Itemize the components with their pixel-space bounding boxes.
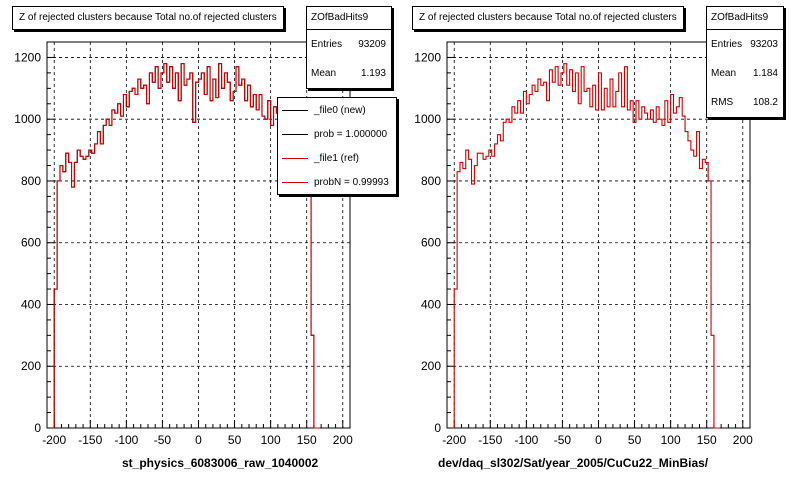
left-histogram-panel: -200 -150 -100 -50 0 50 100 150 200 0 200 400 600 800…: [12, 6, 397, 470]
legend-label: prob = 1.000000: [314, 128, 388, 140]
x-tick-label: 100: [261, 433, 281, 447]
x-tick-label: -50: [154, 433, 172, 447]
x-tick-label: 200: [733, 433, 753, 447]
y-tick-label: 800: [421, 174, 441, 188]
stats-mean-label: Mean: [711, 68, 737, 79]
x-tick-label: -100: [514, 433, 538, 447]
legend-line-red: [282, 157, 308, 159]
y-tick-label: 800: [21, 174, 41, 188]
stats-rms-label: RMS: [711, 97, 734, 108]
left-histogram-plot: -200 -150 -100 -50 0 50 100 150 200 0 200 400 600 800…: [14, 41, 353, 447]
histogram-series-1: [53, 63, 320, 429]
stats-mean-value: 1.193: [360, 68, 386, 79]
stats-rms-row: RMS 108.2: [707, 88, 783, 117]
stats-entries-value: 93209: [358, 39, 386, 50]
legend-entry-probn: probN = 0.99993: [278, 170, 396, 194]
stats-rms-value: 108.2: [752, 97, 778, 108]
y-tick-label: 200: [21, 359, 41, 373]
legend-label: _file0 (new): [314, 104, 366, 116]
legend-entry-prob: prob = 1.000000: [278, 122, 396, 146]
stats-entries-label: Entries: [311, 39, 343, 50]
stats-mean-label: Mean: [311, 68, 337, 79]
legend-label: _file1 (ref): [314, 152, 360, 164]
y-tick-label: 600: [421, 236, 441, 250]
legend-entry-file1: _file1 (ref): [278, 146, 396, 170]
legend-box: _file0 (new) prob = 1.000000 _file1 (ref…: [277, 97, 397, 195]
x-tick-label: 0: [595, 433, 602, 447]
x-tick-label: 50: [628, 433, 642, 447]
histogram-title: Z of rejected clusters because Total no.…: [412, 6, 684, 30]
histogram-series-0: [453, 63, 720, 429]
stats-entries-row: Entries 93203: [707, 30, 783, 59]
right-histogram-plot: -200 -150 -100 -50 0 50 100 150 200 0 200 400 600 800…: [414, 41, 753, 447]
y-tick-label: 1000: [414, 112, 441, 126]
legend-entry-file0: _file0 (new): [278, 98, 396, 122]
y-tick-label: 0: [34, 421, 41, 435]
y-tick-label: 400: [421, 297, 441, 311]
y-tick-label: 0: [434, 421, 441, 435]
y-tick-label: 1000: [14, 112, 41, 126]
stats-mean-row: Mean 1.184: [707, 59, 783, 88]
stats-entries-row: Entries 93209: [307, 30, 391, 59]
x-tick-label: 200: [333, 433, 353, 447]
y-tick-label: 1200: [14, 50, 41, 64]
y-tick-label: 1200: [414, 50, 441, 64]
legend-label: probN = 0.99993: [314, 176, 389, 188]
legend-line-black: [282, 133, 308, 135]
x-tick-label: 150: [697, 433, 717, 447]
stats-box: ZOfBadHits9 Entries 93203 Mean 1.184 RMS…: [706, 6, 784, 118]
x-tick-label: -200: [42, 433, 66, 447]
x-tick-label: 100: [661, 433, 681, 447]
right-histogram-panel: -200 -150 -100 -50 0 50 100 150 200 0 200 400 600 800…: [400, 0, 800, 480]
x-tick-label: 150: [297, 433, 317, 447]
stats-histogram-name: ZOfBadHits9: [707, 7, 783, 30]
stats-box: ZOfBadHits9 Entries 93209 Mean 1.193: [306, 6, 392, 89]
x-tick-label: -100: [114, 433, 138, 447]
stats-histogram-name: ZOfBadHits9: [307, 7, 391, 30]
x-tick-label: -50: [554, 433, 572, 447]
legend-line-red: [282, 181, 308, 183]
x-axis-label: dev/daq_sl302/Sat/year_2005/CuCu22_MinBi…: [438, 456, 709, 470]
x-tick-label: -150: [78, 433, 102, 447]
stats-mean-row: Mean 1.193: [307, 59, 391, 88]
histogram-title: Z of rejected clusters because Total no.…: [12, 6, 284, 30]
x-axis-label: st_physics_6083006_raw_1040002: [122, 456, 319, 470]
stats-entries-value: 93203: [750, 39, 778, 50]
y-tick-label: 200: [421, 359, 441, 373]
legend-line-black: [282, 109, 308, 111]
x-tick-label: -150: [478, 433, 502, 447]
y-tick-label: 400: [21, 297, 41, 311]
y-tick-label: 600: [21, 236, 41, 250]
x-tick-label: 50: [228, 433, 242, 447]
x-tick-label: -200: [442, 433, 466, 447]
stats-mean-value: 1.184: [752, 68, 778, 79]
stats-entries-label: Entries: [711, 39, 743, 50]
x-tick-label: 0: [195, 433, 202, 447]
